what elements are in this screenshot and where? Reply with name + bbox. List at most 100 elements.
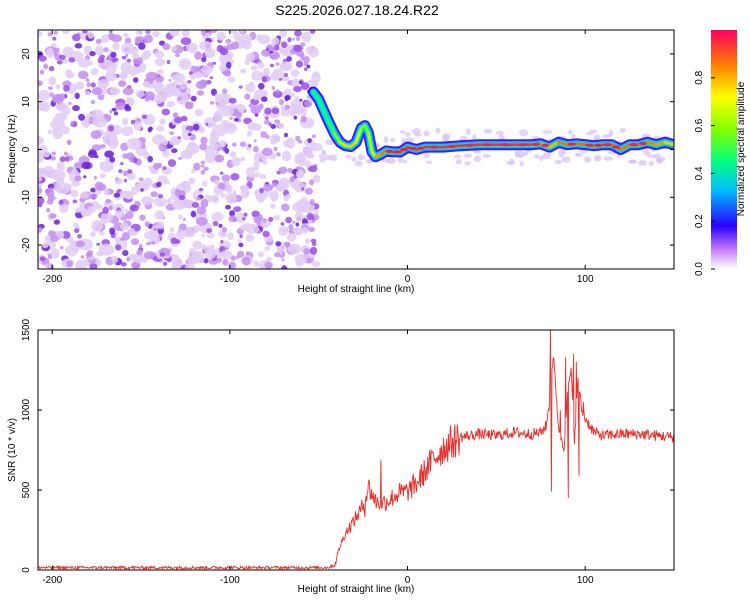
spectrogram-noise-cell — [251, 210, 260, 218]
spectrogram-noise-cell — [244, 93, 251, 100]
spectrogram-noise-cell — [156, 125, 165, 132]
spectrogram-noise-cell — [184, 101, 192, 109]
spectrogram-noise-cell — [187, 80, 192, 84]
spectrogram-noise-cell — [126, 66, 140, 76]
spectrogram-noise-cell — [99, 160, 114, 173]
colorbar-tick-label: 0.8 — [694, 70, 705, 84]
spectrogram-noise-cell — [166, 101, 176, 108]
spectrogram-noise-cell — [229, 151, 237, 158]
spectrogram-noise-cell — [122, 87, 134, 96]
spectrogram-noise-cell — [166, 59, 171, 65]
spectrogram-noise-cell — [283, 132, 289, 138]
spectrogram-noise-cell — [162, 149, 170, 158]
spectrogram-noise-cell — [265, 116, 269, 120]
spectrogram-noise-cell — [67, 140, 71, 144]
figure-title: S225.2026.027.18.24.R22 — [275, 2, 439, 18]
spectrogram-noise-cell — [194, 51, 202, 60]
spectrogram-noise-cell — [263, 119, 270, 125]
spectrogram-noise-cell — [171, 45, 178, 52]
spectrogram-noise-cell — [63, 85, 70, 92]
spectrogram-noise-cell — [119, 72, 127, 80]
spectrogram-noise-cell — [262, 147, 273, 156]
spectrogram-noise-cell — [308, 226, 315, 232]
spectrogram-halo-cell — [390, 137, 396, 143]
spectrogram-noise-cell — [185, 228, 195, 238]
spectrogram-noise-cell — [269, 46, 276, 52]
spectrogram-noise-cell — [201, 233, 205, 238]
spectrogram-noise-cell — [184, 150, 193, 159]
spectrogram-noise-cell — [111, 34, 122, 43]
spectrogram-noise-cell — [97, 93, 105, 101]
spectrogram-halo-cell — [509, 158, 515, 166]
spectrogram-noise-cell — [70, 120, 75, 125]
spectrogram-noise-cell — [205, 122, 209, 126]
spectrogram-noise-cell — [304, 67, 308, 71]
spectrogram-noise-cell — [63, 183, 73, 191]
spectrogram-noise-cell — [192, 240, 203, 250]
spectrogram-noise-cell — [284, 88, 292, 97]
spectrogram-noise-cell — [74, 175, 82, 182]
spectrogram-noise-cell — [238, 242, 244, 248]
spectrogram-noise-cell — [271, 182, 278, 188]
spectrogram-halo-cell — [454, 154, 462, 159]
spectrogram-noise-cell — [262, 160, 268, 165]
spectrogram-halo-cell — [464, 161, 472, 166]
spectrogram-ridge-core — [654, 141, 667, 146]
spectrogram-noise-cell — [143, 50, 152, 58]
spectrogram-noise-cell — [143, 34, 153, 44]
spectrogram-noise-cell — [307, 138, 312, 144]
spectrogram-noise-cell — [278, 123, 284, 129]
spectrogram-noise-cell — [103, 47, 109, 53]
spectrogram-noise-cell — [138, 243, 143, 249]
spectrogram-noise-cell — [290, 103, 303, 113]
spectrogram-noise-cell — [61, 30, 70, 35]
spectrogram-noise-cell — [281, 150, 292, 162]
spectrogram-halo-cell — [475, 149, 482, 154]
spectrogram-noise-cell — [285, 137, 296, 149]
spectrogram-noise-cell — [228, 97, 237, 104]
spectrogram-noise-cell — [53, 52, 58, 56]
spectrogram-noise-cell — [157, 221, 165, 230]
spectrogram-noise-cell — [98, 231, 105, 236]
spectrogram-noise-cell — [309, 30, 316, 34]
spectrogram-noise-cell — [212, 220, 219, 227]
spectrogram-noise-cell — [263, 183, 273, 192]
spectrogram-noise-cell — [109, 227, 116, 235]
spectrogram-noise-cell — [50, 248, 60, 259]
spectrogram-halo-cell — [542, 152, 551, 160]
spectrogram-noise-cell — [86, 82, 91, 88]
spectrogram-noise-cell — [206, 232, 215, 239]
spectrogram-halo-cell — [654, 153, 661, 159]
spectrogram-ridge-peak — [585, 143, 594, 147]
spectrogram-noise-cell — [214, 93, 222, 99]
spectrogram-noise-cell — [153, 162, 160, 170]
spectrogram-noise-cell — [276, 89, 280, 94]
spectrogram-noise-cell — [171, 148, 178, 154]
spectrogram-noise-cell — [306, 212, 314, 220]
spectrogram-halo-cell — [648, 160, 655, 167]
spectrogram-noise-cell — [130, 238, 140, 246]
spectrogram-noise-cell — [218, 140, 227, 148]
spectrogram-noise-cell — [75, 259, 88, 269]
spectrogram-noise-cell — [209, 76, 214, 80]
spectrogram-noise-cell — [247, 234, 255, 241]
spectrogram-halo-cell — [435, 127, 441, 134]
spectrogram-ridge-core — [646, 141, 658, 146]
spectrogram-noise-cell — [209, 133, 220, 141]
spectrogram-noise-cell — [50, 235, 59, 243]
spectrogram-noise-cell — [219, 171, 224, 175]
spectrogram-halo-cell — [463, 153, 473, 158]
spectrogram-halo-cell — [589, 129, 597, 134]
spectrogram-noise-cell — [266, 256, 272, 262]
spectrogram-noise-cell — [200, 80, 207, 86]
spectrogram-noise-cell — [89, 51, 96, 57]
spectrogram-halo-cell — [386, 157, 396, 165]
spectrogram-halo-cell — [483, 128, 493, 134]
spectrogram-noise-cell — [158, 233, 163, 238]
snr-x-tick-label: -100 — [220, 575, 240, 586]
spectrogram-noise-cell — [40, 97, 45, 102]
spectrogram-noise-cell — [311, 242, 317, 247]
spectrogram-noise-cell — [311, 134, 316, 138]
spectrogram-noise-cell — [121, 126, 134, 137]
spectrogram-noise-cell — [74, 43, 83, 49]
